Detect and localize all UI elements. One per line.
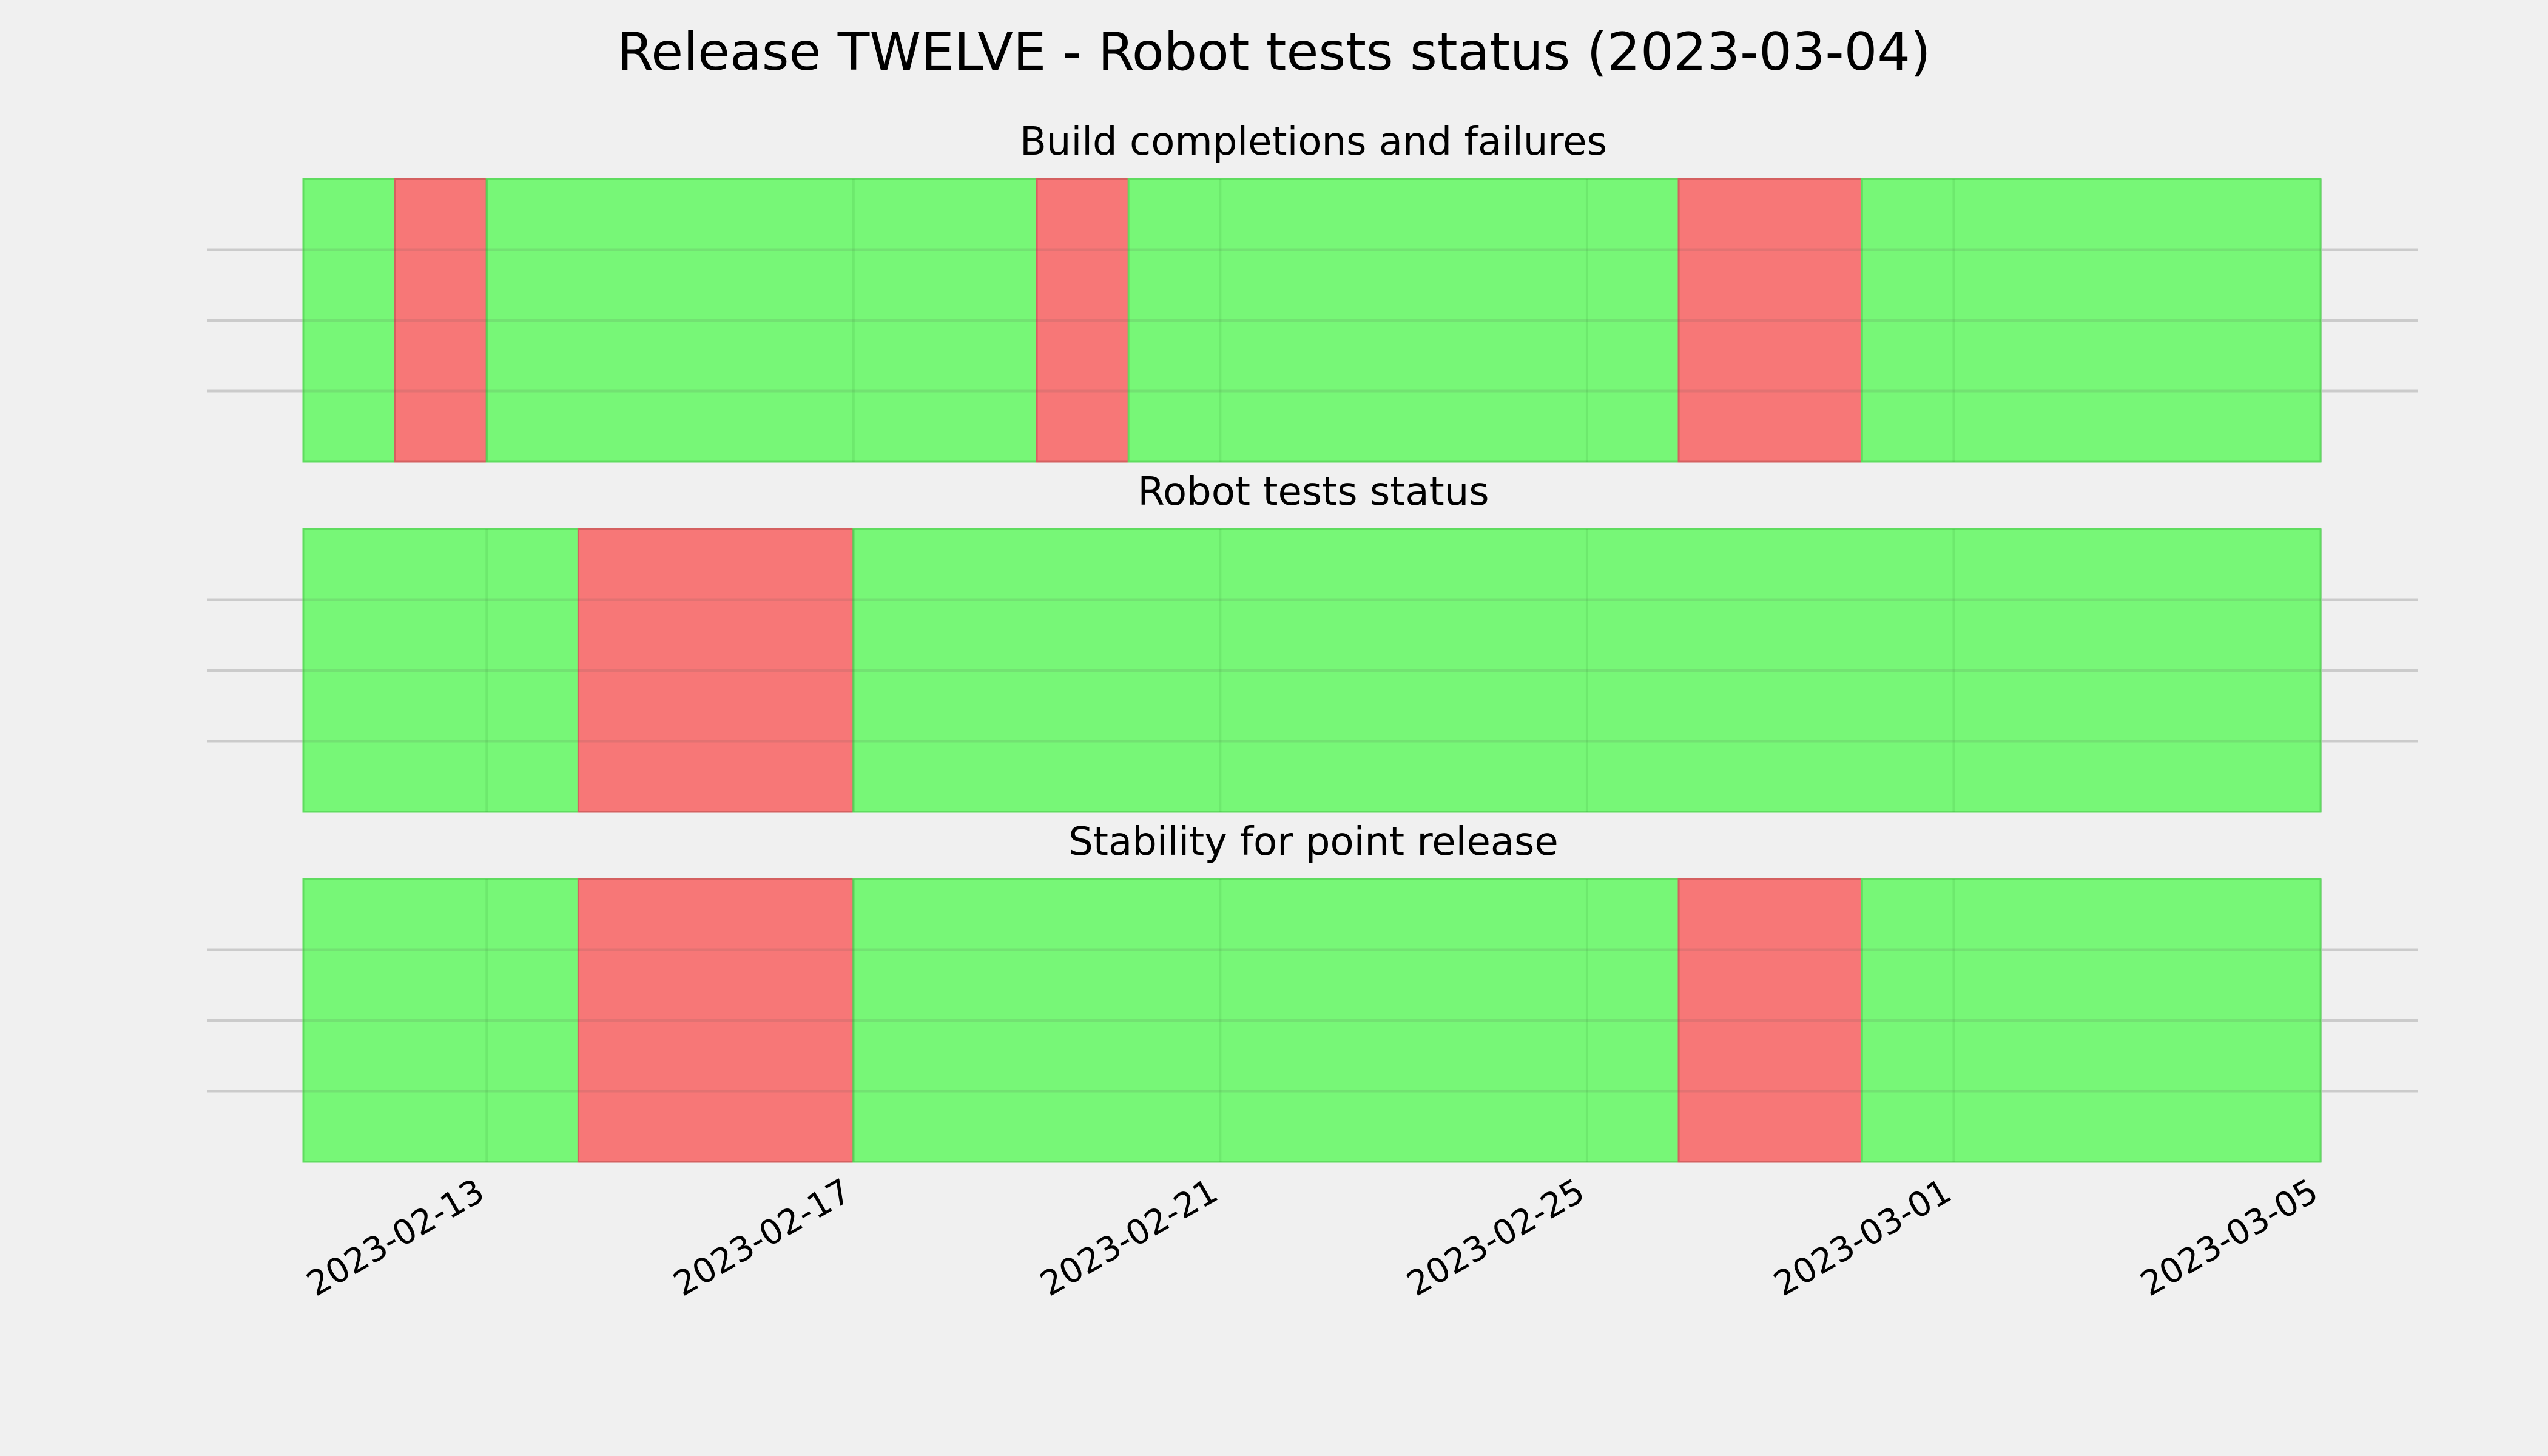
panel-2-segment-2-pass [852, 878, 1680, 1163]
panel-0-segment-4-pass [1127, 178, 1680, 463]
panel-2-segment-0-pass [302, 878, 579, 1163]
chart-title: Release TWELVE - Robot tests status (202… [617, 22, 1930, 83]
panel-1-segment-0-pass [302, 528, 579, 813]
panel-2-segment-1-fail [577, 878, 855, 1163]
panel-0-segment-6-pass [1861, 178, 2322, 463]
panel-stability-for-point-release: Stability for point release [207, 820, 2418, 1163]
panel-0-segment-3-fail [1036, 178, 1130, 463]
panel-1-segment-1-fail [577, 528, 855, 813]
panel-title-build-completions: Build completions and failures [1020, 120, 1607, 164]
panel-1-segment-2-pass [852, 528, 2322, 813]
panel-0-segment-2-pass [485, 178, 1038, 463]
panel-title-robot-tests-status: Robot tests status [1138, 470, 1489, 514]
panel-0-segment-1-fail [394, 178, 488, 463]
panel-robot-tests-status: Robot tests status [207, 470, 2418, 813]
panel-build-completions: Build completions and failures [207, 120, 2418, 463]
panel-2-segment-3-fail [1677, 878, 1863, 1163]
panel-title-stability-for-point-release: Stability for point release [1068, 820, 1559, 864]
panel-2-segment-4-pass [1861, 878, 2322, 1163]
panel-0-segment-5-fail [1677, 178, 1863, 463]
